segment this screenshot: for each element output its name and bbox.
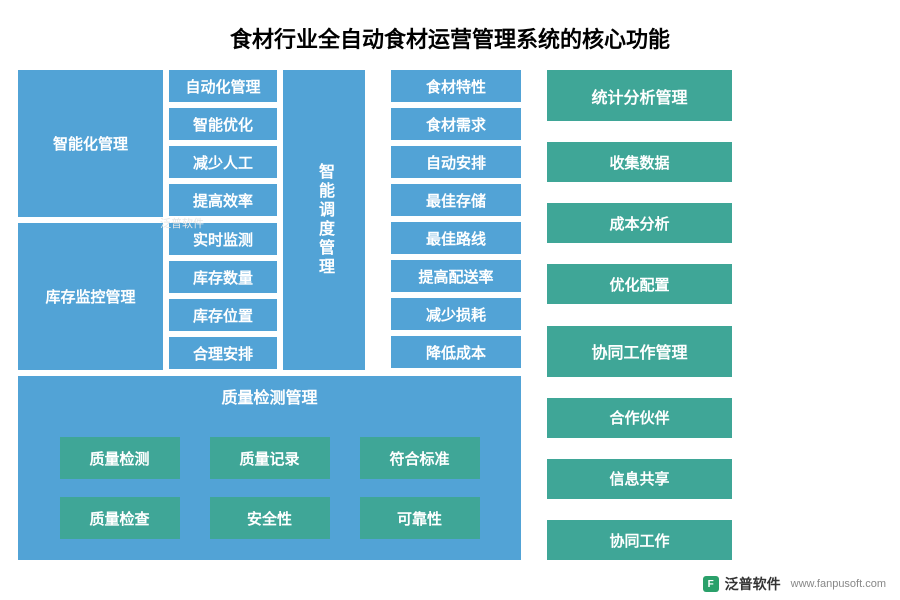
right-item-0: 统计分析管理 [547,70,732,121]
center-item-7: 降低成本 [391,336,521,368]
center-item-0: 食材特性 [391,70,521,102]
center-item-2: 自动安排 [391,146,521,178]
bottom-btn-1-2: 可靠性 [360,497,480,539]
center-item-6: 减少损耗 [391,298,521,330]
group-1-item-2: 库存位置 [169,299,277,331]
bottom-btn-0-2: 符合标准 [360,437,480,479]
footer-url: www.fanpusoft.com [791,578,886,590]
group-0-item-0: 自动化管理 [169,70,277,102]
group-1-item-0: 实时监测 [169,223,277,255]
center-item-3: 最佳存储 [391,184,521,216]
bottom-btn-1-1: 安全性 [210,497,330,539]
center-item-4: 最佳路线 [391,222,521,254]
diagram-content: 智能化管理自动化管理智能优化减少人工提高效率库存监控管理实时监测库存数量库存位置… [18,70,882,580]
right-item-3: 优化配置 [547,264,732,304]
right-item-4: 协同工作管理 [547,326,732,377]
group-1-item-3: 合理安排 [169,337,277,369]
footer: F 泛普软件 www.fanpusoft.com [703,574,886,594]
group-0-item-2: 减少人工 [169,146,277,178]
center-item-5: 提高配送率 [391,260,521,292]
bottom-btn-0-1: 质量记录 [210,437,330,479]
group-0-item-3: 提高效率 [169,184,277,216]
diagram-title: 食材行业全自动食材运营管理系统的核心功能 [0,0,900,72]
right-item-2: 成本分析 [547,203,732,243]
right-item-5: 合作伙伴 [547,398,732,438]
group-0-item-1: 智能优化 [169,108,277,140]
bottom-btn-1-0: 质量检查 [60,497,180,539]
bottom-header: 质量检测管理 [18,376,521,416]
bottom-btn-0-0: 质量检测 [60,437,180,479]
group-1-item-1: 库存数量 [169,261,277,293]
group-0-title: 智能化管理 [18,70,163,217]
footer-brand: 泛普软件 [725,574,781,594]
center-vertical-title: 智能调度管理 [283,70,365,370]
right-item-7: 协同工作 [547,520,732,560]
footer-logo-icon: F [703,576,719,592]
right-item-1: 收集数据 [547,142,732,182]
group-1-title: 库存监控管理 [18,223,163,370]
bottom-container: 质量检测质量记录符合标准质量检查安全性可靠性 [18,416,521,560]
right-item-6: 信息共享 [547,459,732,499]
center-item-1: 食材需求 [391,108,521,140]
